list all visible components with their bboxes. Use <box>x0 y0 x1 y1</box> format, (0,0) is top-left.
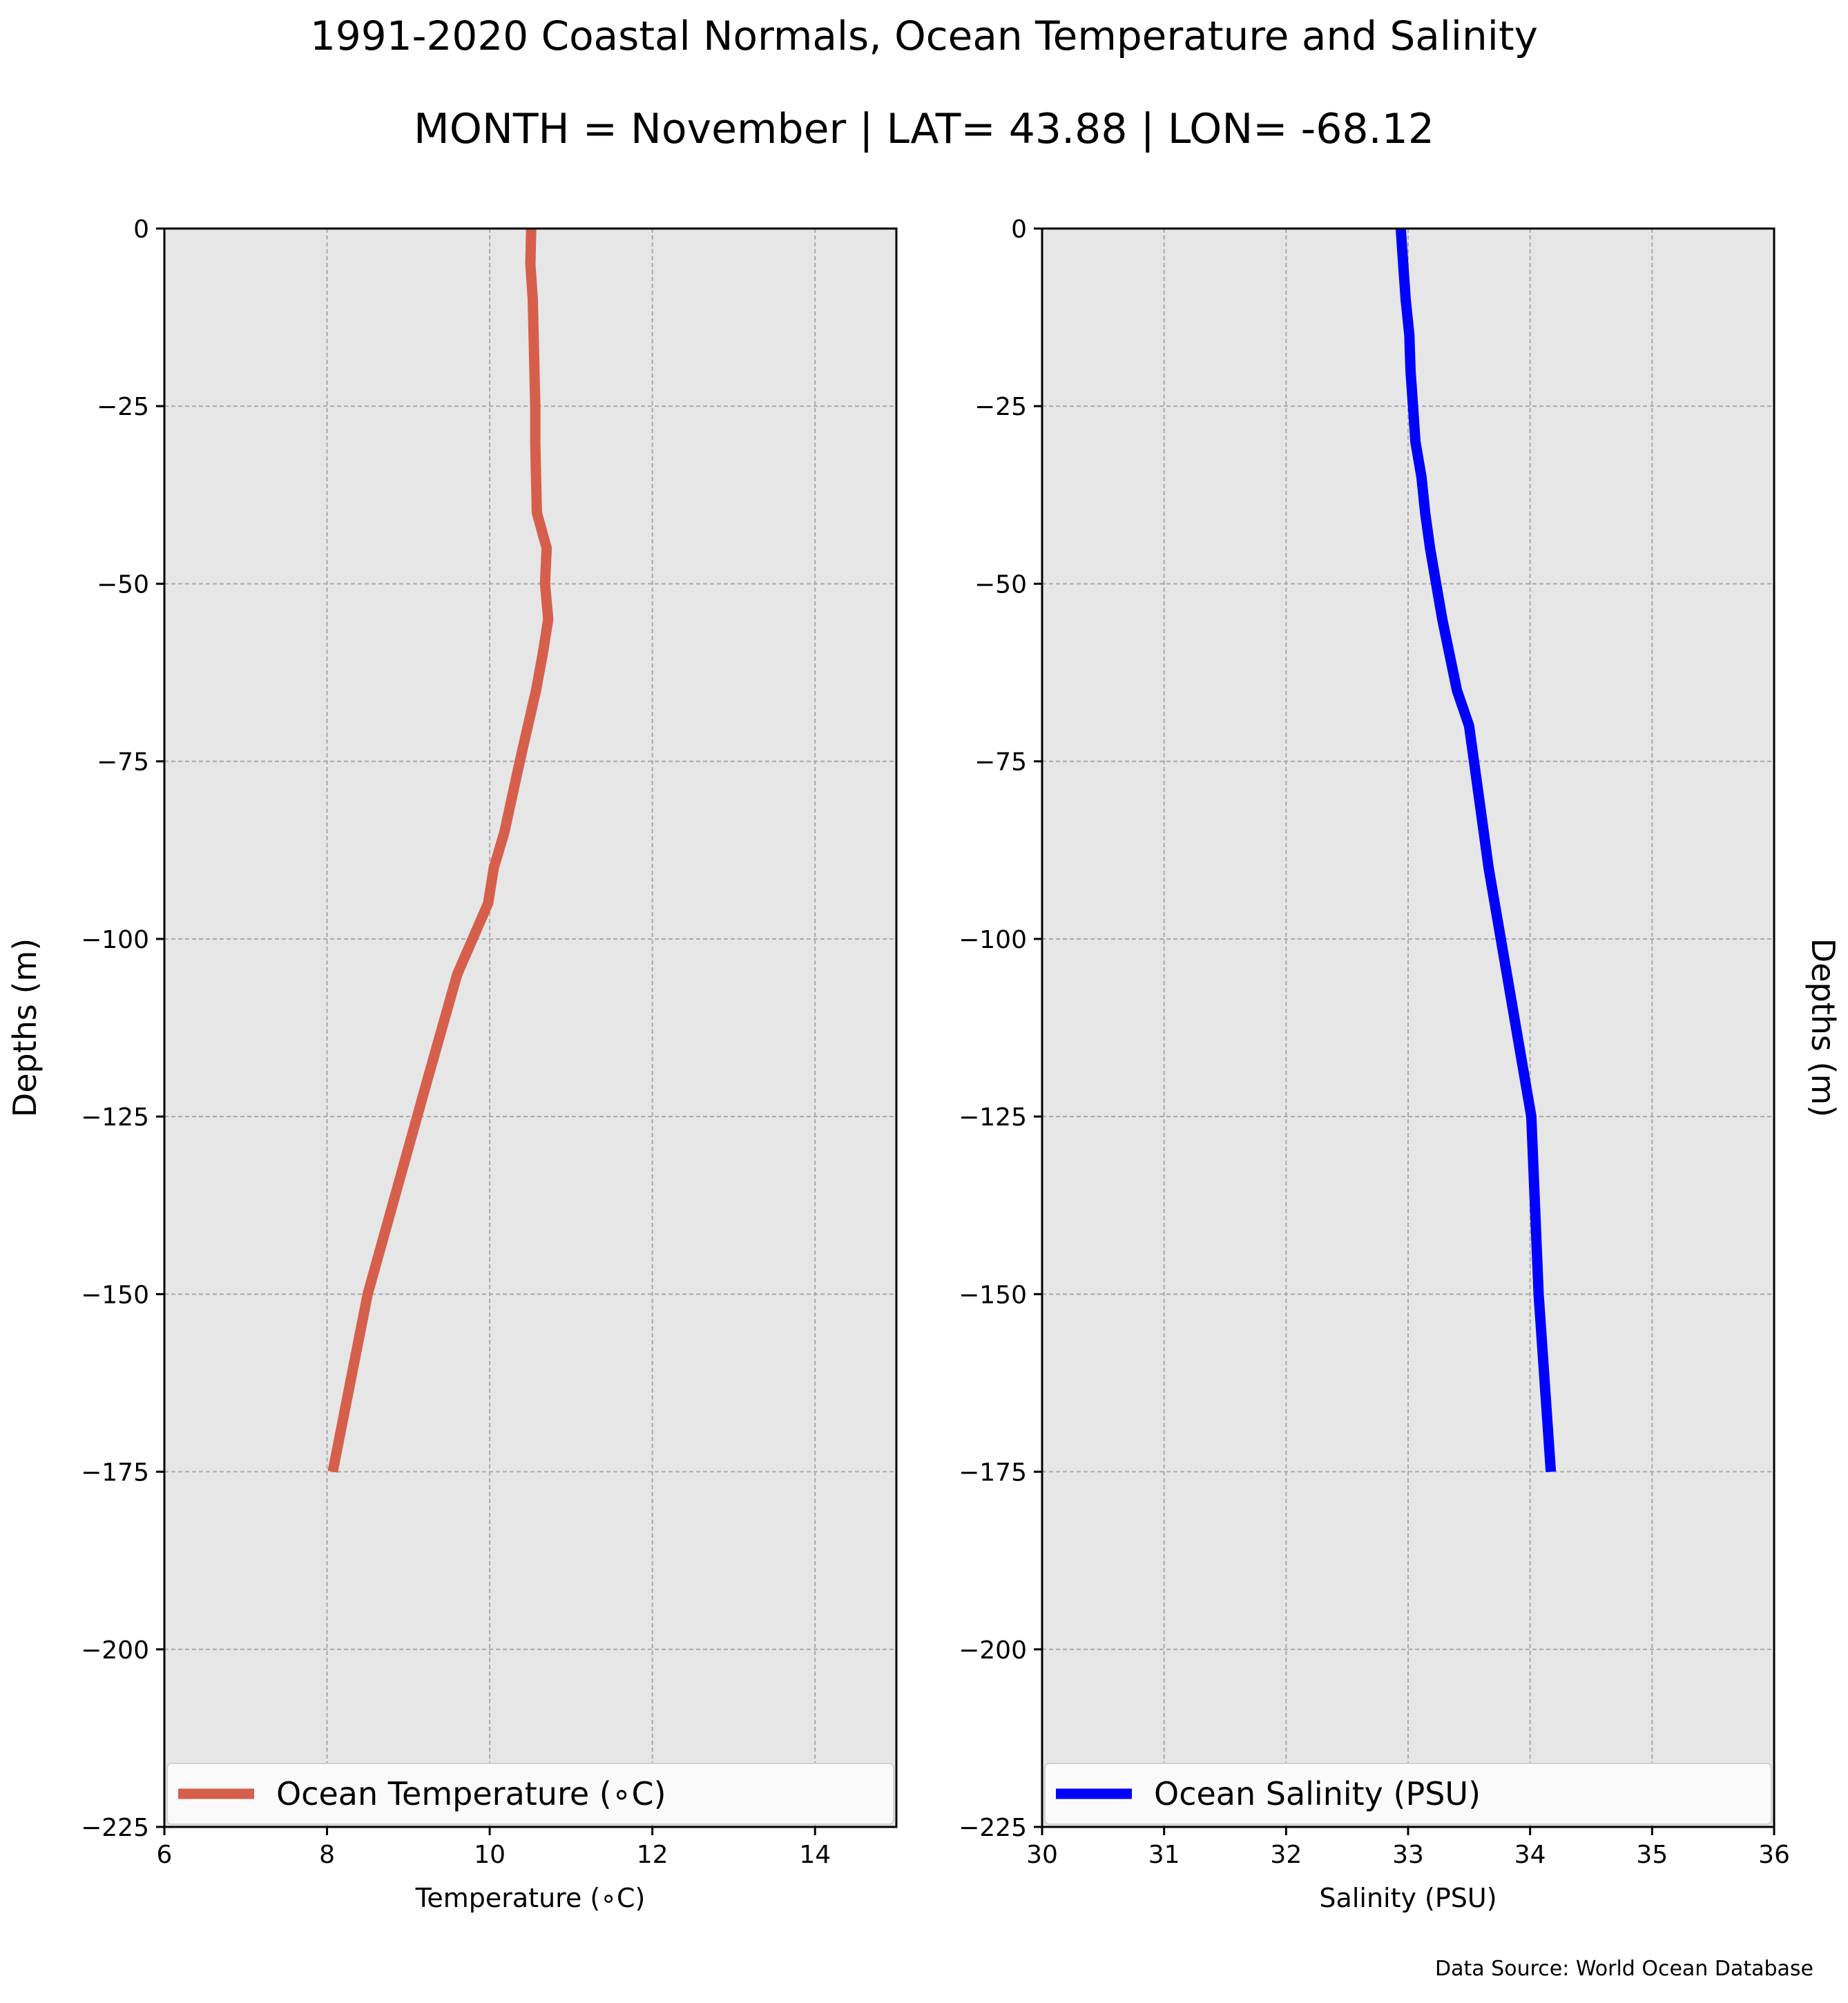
plot-area <box>1042 229 1774 1827</box>
x-tick-label: 12 <box>637 1841 668 1869</box>
plot-area <box>164 229 896 1827</box>
chart-subtitle: MONTH = November | LAT= 43.88 | LON= -68… <box>413 105 1435 153</box>
y-tick-label: −225 <box>959 1814 1027 1842</box>
y-tick-label: 0 <box>1011 215 1027 244</box>
y-axis-label: Depths (m) <box>1804 938 1842 1117</box>
y-tick-label: −150 <box>959 1281 1027 1309</box>
axes-frame <box>163 227 898 1828</box>
y-tick-label: −200 <box>959 1636 1027 1665</box>
x-tick-label: 6 <box>157 1841 173 1869</box>
y-tick-label: −200 <box>81 1636 149 1665</box>
legend-box <box>1044 1763 1772 1825</box>
y-tick-label: −75 <box>974 748 1027 777</box>
series-line-1 <box>327 228 554 1473</box>
legend-box <box>166 1763 894 1825</box>
x-tick-label: 8 <box>319 1841 335 1869</box>
x-tick-label: 35 <box>1636 1841 1668 1869</box>
panel-1: Ocean Temperature (∘C) 6 8 10 12 14 0 −25 −50 −75… <box>6 215 898 1913</box>
y-tick-label: −50 <box>974 570 1027 599</box>
y-tick-label: −125 <box>959 1103 1027 1132</box>
x-tick-label: 33 <box>1392 1841 1424 1869</box>
y-tick-label: −125 <box>81 1103 149 1132</box>
x-tick-label: 32 <box>1270 1841 1302 1869</box>
y-axis-label: Depths (m) <box>6 938 44 1117</box>
chart-title: 1991-2020 Coastal Normals, Ocean Tempera… <box>310 12 1538 59</box>
x-tick-label: 31 <box>1148 1841 1180 1869</box>
y-tick-label: −25 <box>974 393 1027 421</box>
series-line-1 <box>1395 228 1557 1473</box>
y-tick-label: −150 <box>81 1281 149 1309</box>
y-tick-label: −100 <box>959 926 1027 954</box>
y-tick-label: −175 <box>81 1459 149 1487</box>
y-tick-label: −175 <box>959 1459 1027 1487</box>
x-tick-label: 36 <box>1758 1841 1790 1869</box>
y-tick-label: −225 <box>81 1814 149 1842</box>
x-tick-label: 34 <box>1514 1841 1546 1869</box>
x-tick-label: 10 <box>474 1841 506 1869</box>
legend-label: Ocean Salinity (PSU) <box>1154 1775 1481 1812</box>
panel-2: Ocean Salinity (PSU) 30 31 32 33 34 35 36 0 −25 −5… <box>959 215 1842 1913</box>
x-tick-label: 30 <box>1026 1841 1058 1869</box>
y-tick-label: −75 <box>97 748 149 777</box>
y-tick-label: −100 <box>81 926 149 954</box>
y-tick-label: −50 <box>97 570 149 599</box>
y-tick-label: 0 <box>133 215 149 244</box>
legend-label: Ocean Temperature (∘C) <box>276 1775 666 1812</box>
y-tick-label: −25 <box>97 393 149 421</box>
x-axis-label: Temperature (∘C) <box>415 1883 646 1913</box>
x-tick-label: 14 <box>799 1841 831 1869</box>
data-source-note: Data Source: World Ocean Database <box>1435 1957 1813 1981</box>
x-axis-label: Salinity (PSU) <box>1319 1883 1496 1913</box>
